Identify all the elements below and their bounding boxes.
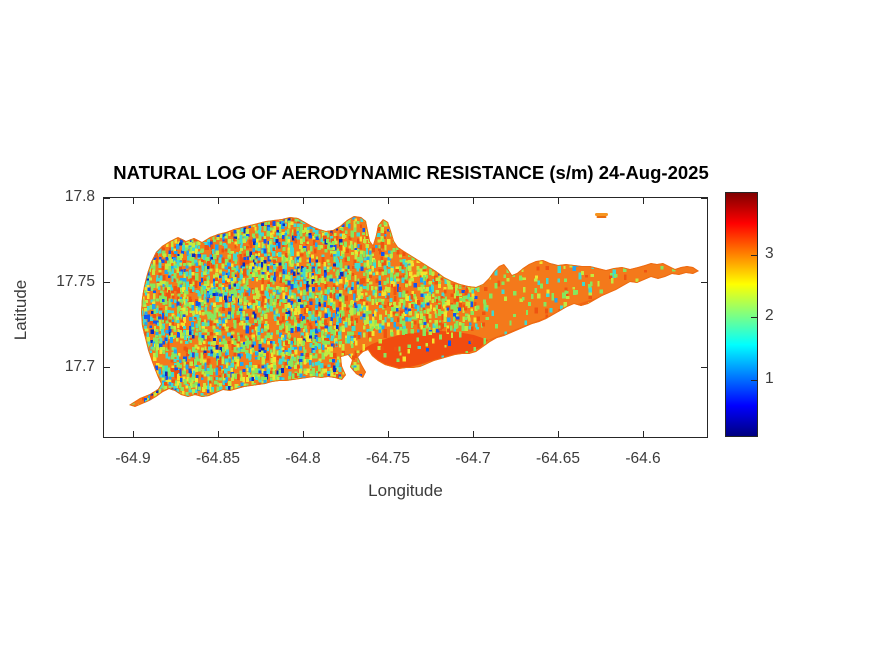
- coastline: [129, 216, 699, 407]
- x-tick: [643, 431, 644, 437]
- x-tick-label: -64.75: [366, 450, 410, 467]
- x-tick-label: -64.8: [285, 450, 321, 467]
- x-tick: [388, 431, 389, 437]
- colorbar: [725, 192, 758, 437]
- y-tick-label: 17.75: [56, 273, 95, 290]
- x-tick-label: -64.7: [455, 450, 491, 467]
- x-tick-label: -64.85: [196, 450, 240, 467]
- colorbar-tick: [751, 255, 757, 256]
- offshore-islet: [595, 213, 608, 218]
- x-tick: [218, 198, 219, 204]
- y-tick: [701, 282, 707, 283]
- plot-title: NATURAL LOG OF AERODYNAMIC RESISTANCE (s…: [113, 162, 709, 183]
- y-tick: [701, 198, 707, 199]
- x-axis-label: Longitude: [368, 481, 443, 500]
- high-resistance-patch: [488, 292, 610, 340]
- x-tick: [218, 431, 219, 437]
- y-tick: [104, 367, 110, 368]
- y-tick: [104, 282, 110, 283]
- island-heatmap: [129, 213, 699, 407]
- x-tick: [643, 198, 644, 204]
- colorbar-tick: [751, 380, 757, 381]
- colorbar-tick: [751, 317, 757, 318]
- x-tick: [303, 198, 304, 204]
- x-tick: [558, 431, 559, 437]
- high-resistance-patch: [358, 331, 488, 368]
- x-tick: [133, 431, 134, 437]
- y-tick: [701, 367, 707, 368]
- y-tick-label: 17.7: [64, 358, 95, 375]
- colorbar-tick-label: 3: [765, 245, 774, 262]
- x-tick: [473, 431, 474, 437]
- x-tick-label: -64.65: [536, 450, 580, 467]
- x-tick: [133, 198, 134, 204]
- y-tick-label: 17.8: [64, 188, 95, 205]
- colorbar-tick-label: 2: [765, 307, 774, 324]
- x-tick: [388, 198, 389, 204]
- island-body: [129, 216, 699, 407]
- x-tick: [558, 198, 559, 204]
- colorbar-tick-label: 1: [765, 370, 774, 387]
- y-tick: [104, 198, 110, 199]
- x-tick: [303, 431, 304, 437]
- x-tick-label: -64.9: [115, 450, 151, 467]
- x-tick-label: -64.6: [625, 450, 661, 467]
- x-tick: [473, 198, 474, 204]
